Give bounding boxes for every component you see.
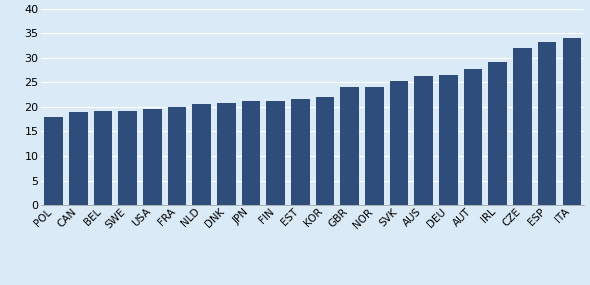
Bar [94, 111, 112, 205]
Bar [217, 103, 235, 205]
Bar [513, 48, 532, 205]
Bar [242, 101, 260, 205]
Bar [316, 97, 335, 205]
Bar [340, 87, 359, 205]
Bar [439, 75, 458, 205]
Bar [69, 112, 87, 205]
Bar [414, 76, 433, 205]
Bar [562, 38, 581, 205]
Bar [365, 87, 384, 205]
Bar [267, 101, 285, 205]
Bar [192, 104, 211, 205]
Bar [168, 107, 186, 205]
Bar [44, 117, 63, 205]
Bar [538, 42, 556, 205]
Bar [119, 111, 137, 205]
Bar [489, 62, 507, 205]
Bar [390, 81, 408, 205]
Bar [464, 68, 483, 205]
Bar [291, 99, 310, 205]
Bar [143, 109, 162, 205]
